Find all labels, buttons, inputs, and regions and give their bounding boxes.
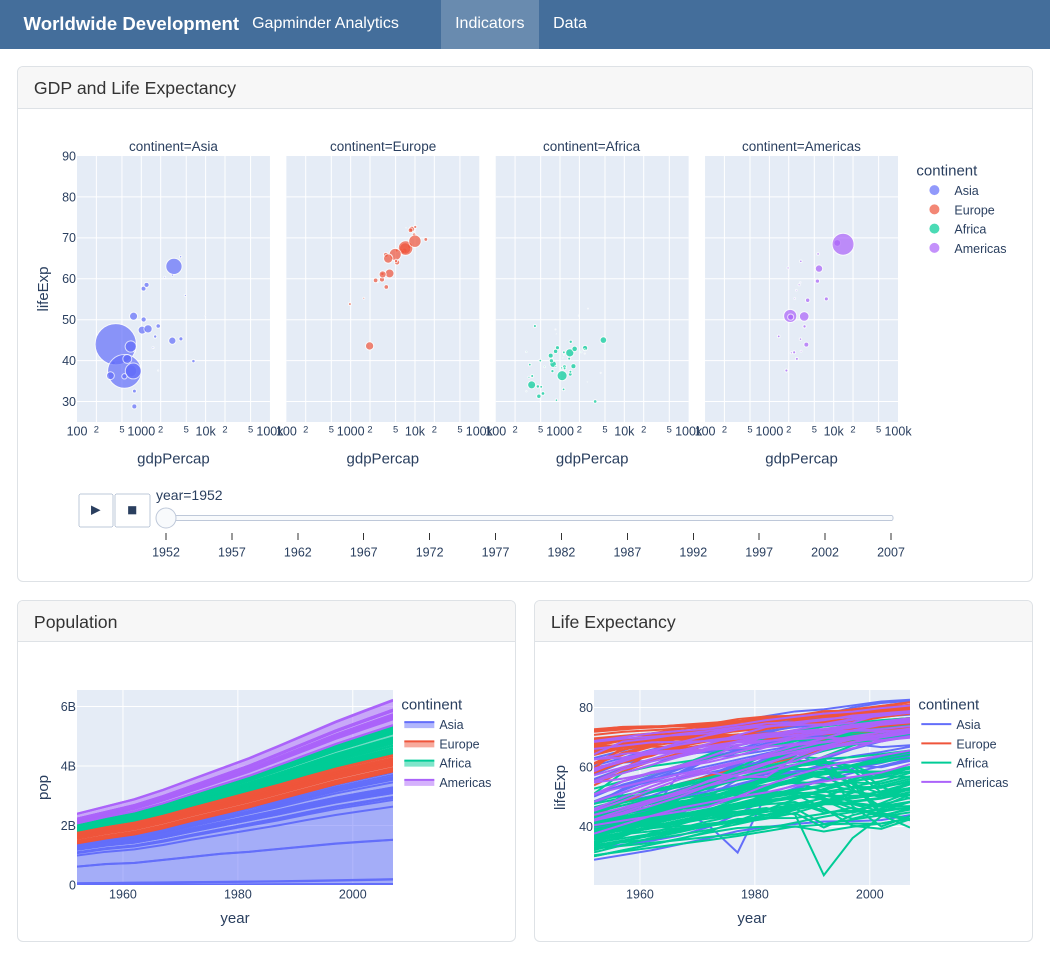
svg-text:5: 5: [602, 424, 607, 434]
svg-text:continent: continent: [401, 697, 463, 714]
svg-text:Africa: Africa: [439, 757, 471, 771]
svg-text:40: 40: [579, 820, 593, 834]
svg-text:2: 2: [512, 424, 517, 434]
svg-text:2: 2: [577, 424, 582, 434]
svg-text:10k: 10k: [614, 424, 635, 438]
svg-text:5: 5: [329, 424, 334, 434]
svg-text:5: 5: [747, 424, 752, 434]
svg-text:Europe: Europe: [439, 737, 479, 751]
svg-text:1980: 1980: [741, 888, 769, 902]
svg-text:5: 5: [119, 424, 124, 434]
svg-text:5: 5: [538, 424, 543, 434]
svg-text:gdpPercap: gdpPercap: [346, 450, 419, 467]
svg-text:100k: 100k: [675, 424, 703, 438]
svg-text:100k: 100k: [884, 424, 912, 438]
svg-text:2: 2: [432, 424, 437, 434]
svg-text:100: 100: [276, 424, 297, 438]
svg-text:pop: pop: [35, 775, 52, 800]
svg-text:continent=Europe: continent=Europe: [330, 139, 436, 154]
svg-text:1000: 1000: [755, 424, 783, 438]
svg-text:gdpPercap: gdpPercap: [556, 450, 629, 467]
svg-text:60: 60: [62, 272, 76, 286]
svg-text:10k: 10k: [405, 424, 426, 438]
svg-text:year=1952: year=1952: [156, 487, 223, 503]
svg-text:continent=Asia: continent=Asia: [129, 139, 218, 154]
svg-text:1000: 1000: [546, 424, 574, 438]
svg-text:40: 40: [62, 354, 76, 368]
svg-text:100: 100: [695, 424, 716, 438]
svg-text:10k: 10k: [195, 424, 216, 438]
svg-text:2: 2: [303, 424, 308, 434]
svg-text:gdpPercap: gdpPercap: [765, 450, 838, 467]
svg-text:◼: ◼: [127, 502, 137, 516]
svg-text:100: 100: [66, 424, 87, 438]
svg-text:continent: continent: [918, 697, 980, 714]
svg-text:1000: 1000: [127, 424, 155, 438]
svg-text:4B: 4B: [61, 759, 76, 773]
svg-text:5: 5: [248, 424, 253, 434]
svg-text:gdpPercap: gdpPercap: [137, 450, 210, 467]
svg-text:lifeExp: lifeExp: [552, 765, 569, 810]
svg-text:continent=Africa: continent=Africa: [543, 139, 641, 154]
svg-text:▶: ▶: [91, 502, 101, 516]
svg-text:5: 5: [184, 424, 189, 434]
svg-text:Africa: Africa: [954, 222, 986, 236]
svg-text:100: 100: [485, 424, 506, 438]
svg-text:1960: 1960: [626, 888, 654, 902]
svg-text:2B: 2B: [61, 819, 76, 833]
svg-text:Asia: Asia: [954, 184, 978, 198]
svg-text:2: 2: [222, 424, 227, 434]
svg-text:1000: 1000: [337, 424, 365, 438]
svg-text:80: 80: [62, 190, 76, 204]
svg-text:2: 2: [786, 424, 791, 434]
svg-text:5: 5: [457, 424, 462, 434]
svg-text:6B: 6B: [61, 700, 76, 714]
svg-text:5: 5: [667, 424, 672, 434]
svg-text:5: 5: [876, 424, 881, 434]
svg-text:30: 30: [62, 395, 76, 409]
svg-text:2000: 2000: [856, 888, 884, 902]
svg-text:2: 2: [850, 424, 855, 434]
svg-text:Asia: Asia: [439, 718, 463, 732]
svg-text:70: 70: [62, 231, 76, 245]
svg-text:Americas: Americas: [956, 776, 1008, 790]
svg-text:100k: 100k: [466, 424, 494, 438]
svg-text:continent: continent: [916, 162, 978, 179]
svg-text:100k: 100k: [256, 424, 284, 438]
svg-text:50: 50: [62, 313, 76, 327]
svg-text:5: 5: [393, 424, 398, 434]
svg-text:5: 5: [812, 424, 817, 434]
svg-text:year: year: [220, 910, 249, 926]
svg-text:2: 2: [722, 424, 727, 434]
svg-text:Americas: Americas: [954, 242, 1006, 256]
svg-text:2: 2: [641, 424, 646, 434]
svg-text:Europe: Europe: [954, 203, 994, 217]
svg-text:2: 2: [94, 424, 99, 434]
svg-text:10k: 10k: [823, 424, 844, 438]
svg-text:90: 90: [62, 149, 76, 163]
svg-text:60: 60: [579, 760, 593, 774]
svg-text:0: 0: [69, 878, 76, 892]
svg-text:Europe: Europe: [956, 737, 996, 751]
svg-text:1980: 1980: [224, 888, 252, 902]
svg-text:year: year: [737, 910, 766, 926]
svg-text:Asia: Asia: [956, 718, 980, 732]
svg-text:Americas: Americas: [439, 776, 491, 790]
svg-text:Africa: Africa: [956, 757, 988, 771]
svg-text:lifeExp: lifeExp: [35, 266, 52, 311]
svg-text:2: 2: [158, 424, 163, 434]
svg-text:80: 80: [579, 701, 593, 715]
svg-text:2000: 2000: [339, 888, 367, 902]
svg-text:1960: 1960: [109, 888, 137, 902]
svg-text:2: 2: [367, 424, 372, 434]
svg-text:continent=Americas: continent=Americas: [742, 139, 861, 154]
